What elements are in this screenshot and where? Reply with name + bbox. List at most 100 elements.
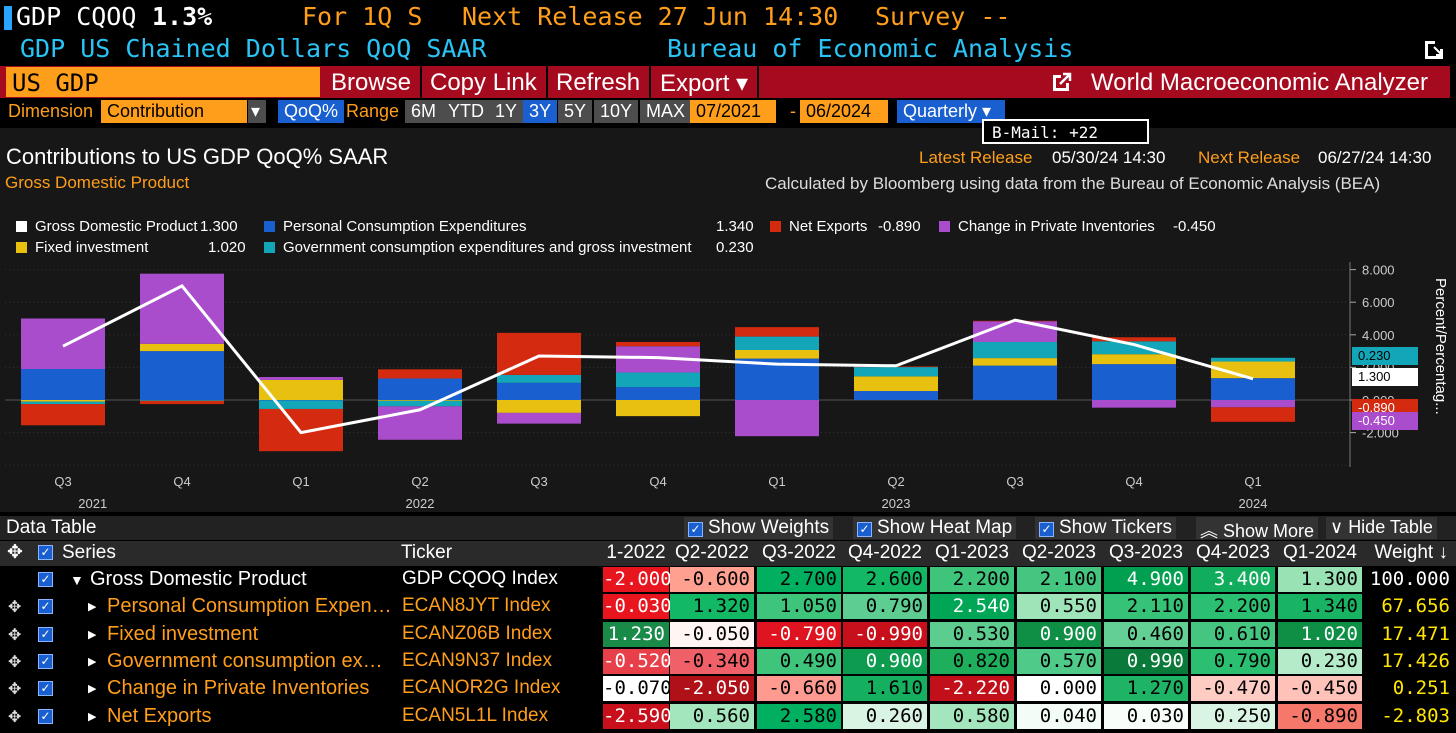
browse-button[interactable]: Browse [322, 66, 423, 98]
dimension-dropdown-icon[interactable]: ▾ [248, 100, 266, 123]
value-cell[interactable]: -0.520 [603, 648, 672, 674]
value-cell[interactable]: -0.660 [757, 676, 841, 702]
value-cell[interactable]: 2.700 [757, 567, 841, 592]
value-cell[interactable]: 1.230 [603, 621, 669, 647]
value-cell[interactable]: -2.050 [670, 676, 754, 702]
value-cell[interactable]: -0.070 [603, 676, 672, 702]
table-row[interactable]: ✥ ✓ ▶ Fixed investment ECANZ06B Index 1.230 -0… [0, 621, 1456, 649]
value-cell[interactable]: 1.270 [1104, 676, 1188, 702]
mode-button[interactable]: QoQ% [278, 100, 345, 123]
security-input[interactable]: US GDP [6, 67, 320, 97]
value-cell[interactable]: 0.580 [930, 703, 1014, 729]
ticker-cell[interactable]: ECANZ06B Index [402, 622, 552, 644]
table-row[interactable]: ✓ ▼ Gross Domestic Product GDP CQOQ Index -2… [0, 567, 1456, 594]
select-all-checkbox[interactable]: ✓ [38, 545, 53, 560]
row-checkbox[interactable]: ✓ [38, 681, 53, 697]
value-cell[interactable]: -0.030 [603, 594, 672, 620]
value-cell[interactable]: 0.000 [1017, 676, 1101, 702]
value-cell[interactable]: 0.040 [1017, 703, 1101, 729]
range-5y[interactable]: 5Y [558, 100, 593, 123]
value-cell[interactable]: 1.320 [670, 594, 754, 620]
weight-header[interactable]: Weight ↓ [1374, 542, 1448, 563]
dimension-select[interactable]: Contribution [101, 100, 247, 123]
period-header[interactable]: Q1-2023 [935, 542, 1009, 563]
value-cell[interactable]: 1.340 [1278, 594, 1362, 620]
range-1y[interactable]: 1Y [489, 100, 524, 123]
drag-handle-icon[interactable]: ✥ [8, 653, 22, 671]
drag-handle-icon[interactable]: ✥ [8, 626, 22, 644]
expand-right-icon[interactable]: ▶ [88, 655, 97, 668]
range-10y[interactable]: 10Y [594, 100, 639, 123]
value-cell[interactable]: 0.530 [930, 621, 1014, 647]
show-more-button[interactable]: ︽ Show More [1196, 517, 1319, 541]
value-cell[interactable]: -2.000 [603, 567, 672, 592]
popout-icon[interactable] [1422, 38, 1446, 62]
value-cell[interactable]: 1.050 [757, 594, 841, 620]
value-cell[interactable]: -2.590 [603, 703, 672, 729]
drag-handle-icon[interactable]: ✥ [8, 599, 22, 617]
external-link-icon[interactable] [1050, 70, 1074, 94]
value-cell[interactable]: -0.470 [1191, 676, 1275, 702]
value-cell[interactable]: 0.560 [670, 703, 754, 729]
value-cell[interactable]: 0.260 [843, 703, 927, 729]
security-ticker[interactable]: GDP CQOQ [16, 2, 137, 31]
start-date-input[interactable]: 07/2021 [690, 100, 776, 123]
value-cell[interactable]: 2.110 [1104, 594, 1188, 620]
expand-down-icon[interactable]: ▼ [70, 572, 84, 588]
range-ytd[interactable]: YTD [442, 100, 490, 123]
value-cell[interactable]: 0.990 [1104, 648, 1188, 674]
value-cell[interactable]: 4.900 [1104, 567, 1188, 592]
period-header[interactable]: Q4-2023 [1196, 542, 1270, 563]
export-button[interactable]: Export ▾ [651, 66, 760, 98]
expand-right-icon[interactable]: ▶ [88, 683, 97, 696]
value-cell[interactable]: 1.610 [843, 676, 927, 702]
value-cell[interactable]: 0.570 [1017, 648, 1101, 674]
expand-right-icon[interactable]: ▶ [88, 601, 97, 614]
period-header[interactable]: Q2-2022 [675, 542, 749, 563]
ticker-header[interactable]: Ticker [401, 542, 453, 563]
hide-table-button[interactable]: ∨ Hide Table [1326, 517, 1437, 539]
table-row[interactable]: ✥ ✓ ▶ Change in Private Inventories ECANOR2G… [0, 676, 1456, 703]
end-date-input[interactable]: 06/2024 [800, 100, 888, 123]
value-cell[interactable]: 0.230 [1278, 648, 1362, 674]
row-checkbox[interactable]: ✓ [38, 626, 53, 642]
value-cell[interactable]: -2.220 [930, 676, 1014, 702]
period-header[interactable]: Q2-2023 [1022, 542, 1096, 563]
row-checkbox[interactable]: ✓ [38, 572, 53, 587]
table-row[interactable]: ✥ ✓ ▶ Net Exports ECAN5L1L Index -2.590 0.560 2… [0, 703, 1456, 731]
frequency-select[interactable]: Quarterly ▾ [897, 100, 1005, 123]
drag-handle-icon[interactable]: ✥ [8, 681, 22, 699]
wma-link[interactable]: World Macroeconomic Analyzer [1091, 69, 1429, 96]
value-cell[interactable]: 2.540 [930, 594, 1014, 620]
period-header[interactable]: Q1-2024 [1283, 542, 1357, 563]
value-cell[interactable]: 0.790 [1191, 648, 1275, 674]
ticker-cell[interactable]: ECAN8JYT Index [402, 595, 551, 617]
drag-handle-icon[interactable]: ✥ [8, 708, 22, 726]
range-3y[interactable]: 3Y [523, 100, 558, 123]
legend-pce[interactable]: Personal Consumption Expenditures [264, 218, 526, 235]
period-header[interactable]: Q4-2022 [848, 542, 922, 563]
value-cell[interactable]: -0.050 [670, 621, 754, 647]
legend-gdp[interactable]: Gross Domestic Product [16, 218, 198, 235]
legend-fi[interactable]: Fixed investment [16, 239, 148, 256]
expand-right-icon[interactable]: ▶ [88, 710, 97, 723]
period-header[interactable]: 1-2022 [606, 542, 666, 563]
show-heatmap-toggle[interactable]: ✓ Show Heat Map [853, 517, 1017, 539]
ticker-cell[interactable]: ECAN9N37 Index [402, 649, 552, 671]
value-cell[interactable]: 2.100 [1017, 567, 1101, 592]
legend-gov[interactable]: Government consumption expenditures and … [264, 239, 692, 256]
value-cell[interactable]: 3.400 [1191, 567, 1275, 592]
move-all-icon[interactable]: ✥ [7, 542, 23, 563]
show-weights-toggle[interactable]: ✓ Show Weights [684, 517, 834, 539]
ticker-cell[interactable]: ECAN5L1L Index [402, 704, 549, 726]
range-max[interactable]: MAX [640, 100, 692, 123]
value-cell[interactable]: 0.250 [1191, 703, 1275, 729]
refresh-button[interactable]: Refresh [547, 66, 652, 98]
value-cell[interactable]: 0.610 [1191, 621, 1275, 647]
row-checkbox[interactable]: ✓ [38, 708, 53, 724]
value-cell[interactable]: 0.820 [930, 648, 1014, 674]
ticker-cell[interactable]: ECANOR2G Index [402, 677, 561, 699]
value-cell[interactable]: -0.990 [843, 621, 927, 647]
copy-link-button[interactable]: Copy Link [421, 66, 548, 98]
period-header[interactable]: Q3-2022 [762, 542, 836, 563]
